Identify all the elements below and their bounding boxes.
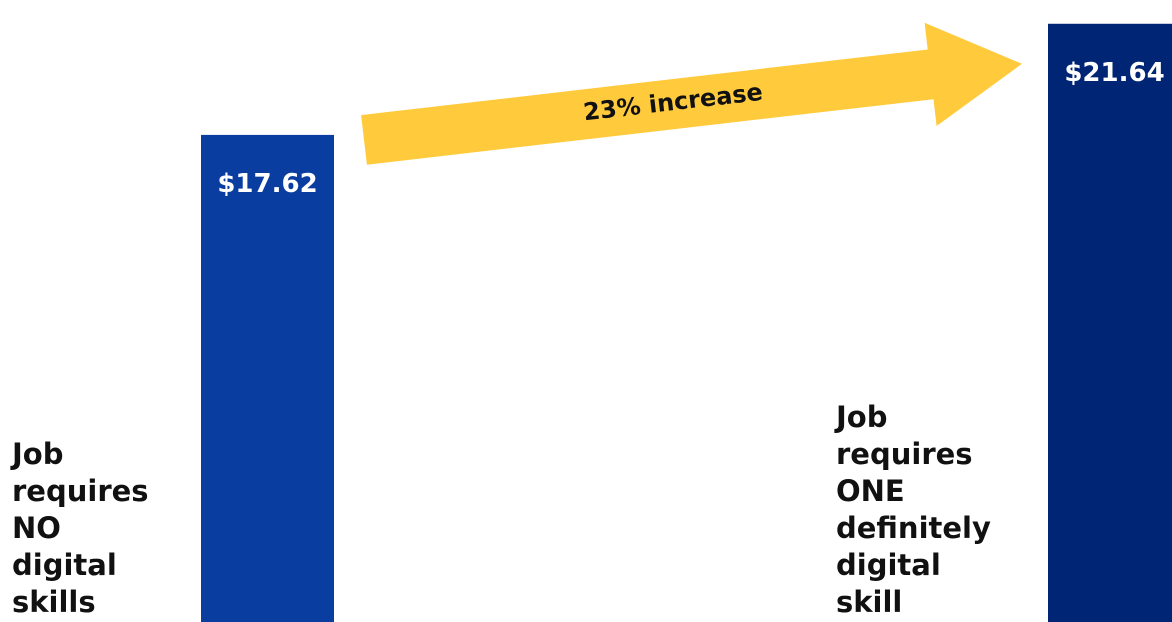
category-label-line: digital (12, 548, 117, 582)
increase-arrow: 23% increase (361, 22, 1023, 165)
arrow-shape (361, 22, 1023, 165)
bar-value-label-1: $17.62 (217, 169, 317, 199)
category-label-line: ONE (836, 474, 905, 508)
bar-1 (201, 134, 334, 622)
category-label-line: requires (12, 474, 149, 508)
category-label-line: skills (12, 585, 96, 619)
category-label-1: Job requires NO digital skills (10, 437, 149, 619)
bar-2 (1048, 23, 1172, 622)
bar-value-label-2: $21.64 (1064, 58, 1164, 88)
category-label-line: skill (836, 585, 902, 619)
bars: $17.62 $21.64 (201, 23, 1172, 622)
category-label-2: Job requires ONE definitely digital skill (834, 400, 991, 619)
category-label-line: definitely (836, 511, 991, 545)
category-label-line: NO (12, 511, 61, 545)
category-label-line: Job (10, 437, 63, 471)
category-label-line: Job (834, 400, 887, 434)
category-label-line: digital (836, 548, 941, 582)
category-label-line: requires (836, 437, 973, 471)
